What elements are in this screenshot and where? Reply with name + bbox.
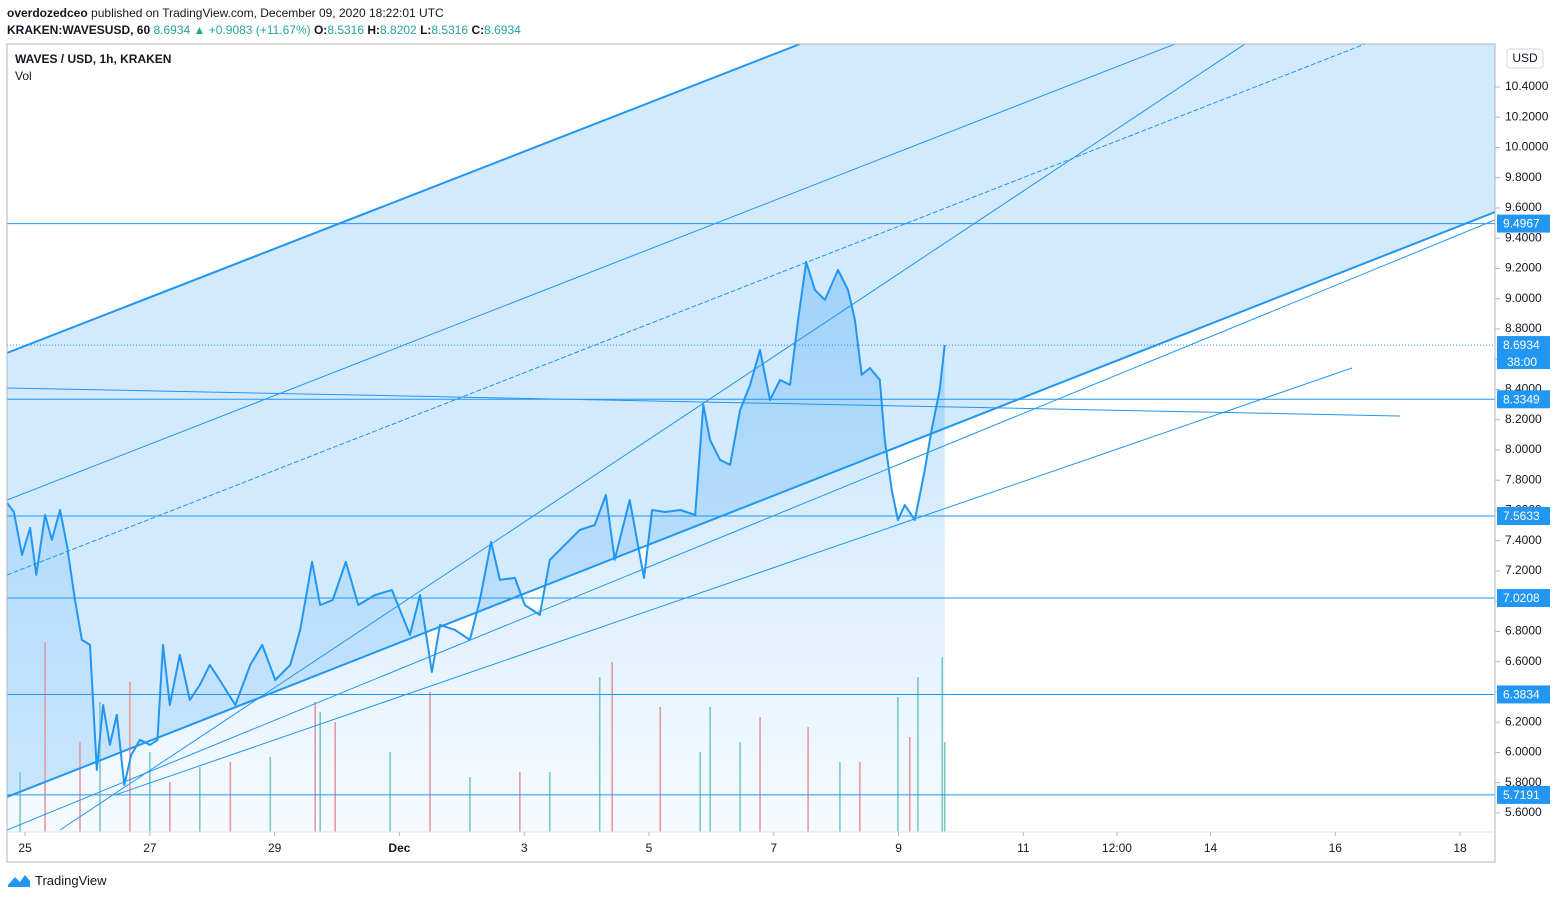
y-tick-label: 5.8000 [1505,775,1542,789]
close: 8.6934 [484,23,521,37]
x-tick-label: 5 [646,841,653,855]
trend-line [114,367,1353,796]
y-tick-label: 8.8000 [1505,321,1542,335]
currency-box[interactable] [1506,48,1544,69]
price-label-box [1497,685,1550,704]
symbol-line: KRAKEN:WAVESUSD, 60 8.6934 ▲ +0.9083 (+1… [7,22,521,39]
x-tick-label: 27 [143,841,157,855]
y-tick-label: 10.2000 [1505,109,1549,123]
y-tick-label: 6.6000 [1505,654,1542,668]
high: 8.8202 [380,23,417,37]
last: 8.6934 [153,23,191,37]
x-tick-label: 29 [268,841,282,855]
y-tick-label: 9.4000 [1505,230,1542,244]
price-label: 7.0208 [1503,591,1540,605]
l-label: L: [420,23,432,37]
logo [8,875,30,887]
price-label-box [1497,589,1550,608]
trend-line [7,44,1176,501]
currency: USD [1512,51,1538,65]
chart-subtitle: Vol [15,69,32,83]
price-label-box [1497,214,1550,233]
y-tick-label: 8.2000 [1505,412,1542,426]
y-tick-label: 9.2000 [1505,261,1542,275]
arrow: ▲ [193,23,206,37]
x-tick-label: Dec [388,841,410,855]
x-tick-label: 16 [1329,841,1343,855]
x-tick-label: 11 [1017,841,1030,855]
chart-title: WAVES / USD, 1h, KRAKEN [15,52,171,66]
publish-line: overdozedceo published on TradingView.co… [7,5,521,22]
o-label: O: [313,23,328,37]
low: 8.5316 [431,23,469,37]
trend-line [7,211,1495,798]
trend-line [7,44,801,354]
price-line [7,260,946,786]
footer: TradingView [7,872,107,888]
x-tick-label: 25 [18,841,32,855]
countdown: 38:00 [1507,355,1537,369]
header: overdozedceo published on TradingView.co… [7,5,521,39]
price-label-box [1497,336,1550,370]
x-tick-label: 14 [1204,841,1218,855]
x-tick-label: 12:00 [1102,841,1132,855]
price-label: 8.3349 [1503,392,1540,406]
h-label: H: [367,23,381,37]
y-tick-label: 6.2000 [1505,714,1542,728]
y-tick-label: 9.6000 [1505,200,1542,214]
x-tick-label: 7 [770,841,777,855]
price-label: 9.4967 [1503,217,1540,231]
x-tick-label: 18 [1453,841,1467,855]
y-tick-label: 5.6000 [1505,805,1542,819]
price-label-box [1497,506,1550,525]
price-label: 8.6934 [1503,338,1540,352]
y-tick-label: 10.0000 [1505,140,1549,154]
y-tick-label: 10.4000 [1505,79,1549,93]
y-tick-label: 7.2000 [1505,563,1542,577]
price-label: 7.5633 [1503,509,1540,523]
price-label: 5.7191 [1503,788,1540,802]
drawings [7,44,1495,831]
y-tick-label: 9.0000 [1505,291,1542,305]
y-tick-label: 7.4000 [1505,533,1542,547]
trend-line [7,44,1366,576]
trend-line [7,219,1495,831]
author: overdozedceo [7,6,88,20]
symbol: KRAKEN:WAVESUSD, 60 [7,23,151,37]
y-tick-label: 9.8000 [1505,170,1542,184]
brand: TradingView [35,872,107,888]
axes: 5.60005.80006.00006.20006.40006.60006.80… [18,79,1550,855]
chart: WAVES / USD, 1h, KRAKEN Vol 5.6000 5.8000… [6,43,1550,863]
y-tick-label: 7.8000 [1505,472,1542,486]
price-label-box [1497,785,1550,804]
y-tick-label: 6.0000 [1505,745,1542,759]
trend-line [7,387,1401,417]
x-tick-label: 9 [895,841,902,855]
x-tick-label: 3 [521,841,528,855]
trend-line [59,44,1246,831]
price-label: 6.3834 [1503,688,1540,702]
published: published on TradingView.com, December 0… [91,6,444,20]
plot [7,44,1495,832]
c-label: C: [471,23,485,37]
y-tick-label: 8.0000 [1505,442,1542,456]
change: +0.9083 (+11.67%) [208,23,311,37]
frame [6,43,1496,863]
price-label-box [1497,390,1550,409]
y-tick-label: 6.8000 [1505,624,1542,638]
levels [7,223,1495,796]
open: 8.5316 [327,23,365,37]
price [7,260,946,786]
volume-bar [943,742,946,832]
